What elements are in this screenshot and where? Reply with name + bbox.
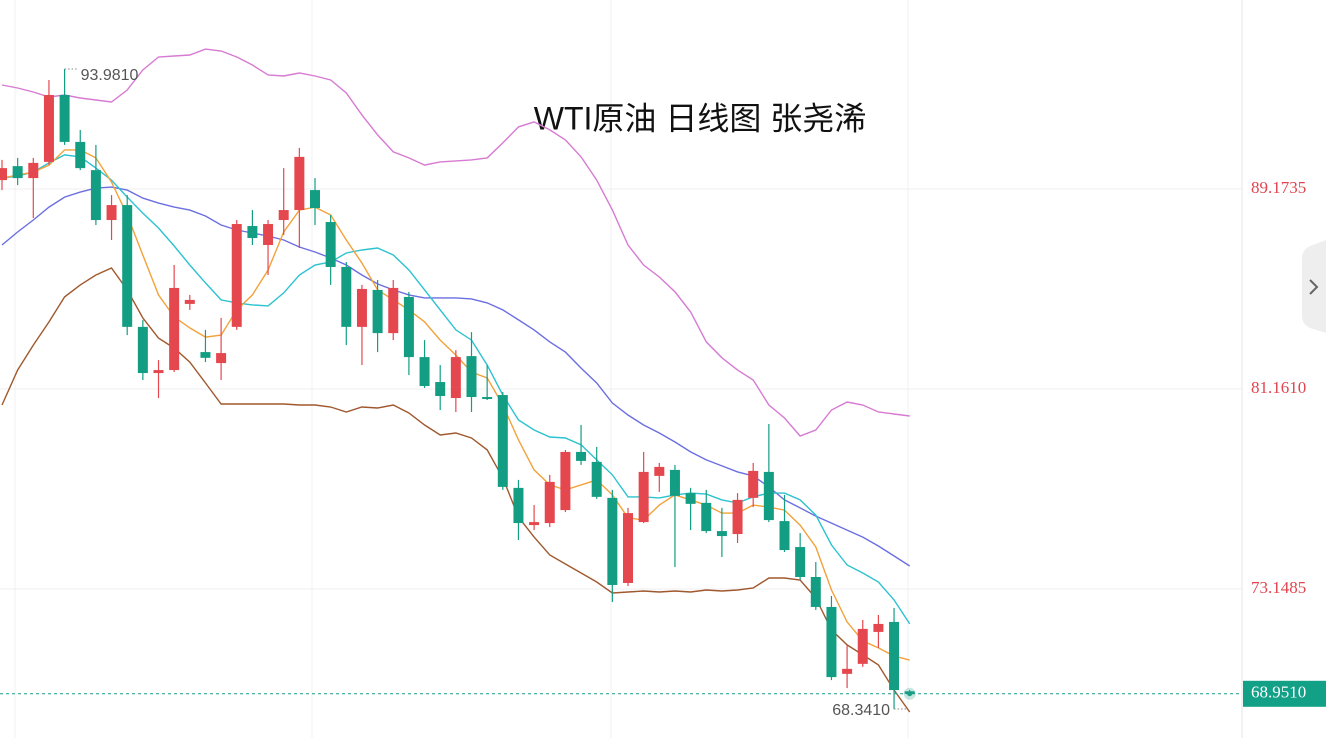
candle-body (310, 190, 320, 209)
candle-body (106, 205, 117, 221)
candle-body (607, 497, 618, 585)
y-tick-label: 73.1485 (1251, 578, 1306, 597)
candle-body (43, 94, 54, 162)
last-price-dot (907, 691, 913, 697)
y-tick-label: 81.1610 (1251, 378, 1306, 397)
candle-body (842, 668, 853, 674)
candle-body (513, 487, 524, 524)
last-price-box (1243, 680, 1326, 707)
candle-body (450, 357, 461, 399)
candle-body (826, 606, 837, 678)
candle-body (873, 623, 884, 632)
candle-body (779, 521, 790, 551)
candle-body (889, 621, 900, 691)
candle-body (857, 628, 868, 664)
candle-body (732, 499, 743, 535)
y-tick-label: 89.1735 (1251, 178, 1306, 197)
candle-body (75, 141, 86, 169)
candle-body (169, 287, 180, 371)
candle-body (388, 287, 399, 334)
candle-body (294, 156, 305, 211)
candle-body (325, 222, 336, 267)
candle-body (278, 210, 289, 221)
candle-body (623, 513, 633, 583)
button-bg[interactable] (1302, 240, 1326, 333)
indicator-line (1, 186, 911, 567)
candle-body (90, 170, 101, 221)
candle-body (466, 356, 477, 398)
candle-body (356, 288, 367, 327)
candle-body (12, 166, 23, 179)
annotation-label: 93.9810 (81, 67, 139, 84)
next-button[interactable] (1302, 240, 1326, 333)
candle-body (231, 224, 242, 327)
chart-title: WTI原油 日线图 张尧浠 (534, 100, 866, 136)
candle-body (482, 397, 493, 400)
candle-body (122, 205, 133, 327)
candle-body (372, 289, 383, 334)
candle-body (591, 461, 602, 497)
candle-body (497, 395, 508, 487)
last-price-label: 68.9510 (1251, 683, 1306, 702)
indicator-line (1, 154, 911, 625)
candle-body (701, 502, 712, 532)
candle-body (576, 451, 587, 461)
indicator-line (1, 267, 911, 713)
candle-body (247, 226, 258, 239)
candle-body (685, 493, 696, 504)
candle-body (216, 353, 227, 364)
candle-body (716, 531, 727, 537)
candle-body (200, 352, 211, 358)
candle-body (654, 466, 665, 476)
candle-body (638, 471, 649, 523)
candle-body (419, 357, 430, 387)
candle-body (28, 162, 39, 179)
candle-body (153, 370, 164, 374)
candle-body (560, 451, 571, 511)
candle-body (0, 168, 7, 181)
candle-body (763, 471, 774, 521)
v-grid (14, 0, 909, 738)
candle-body (341, 266, 352, 327)
candle-body (184, 299, 195, 304)
indicator-line (1, 48, 910, 437)
candle-body (529, 522, 540, 526)
candle-body (544, 481, 555, 524)
candle-body (748, 470, 759, 498)
candle-body (669, 469, 680, 496)
candle-body (435, 382, 446, 397)
candle-body (403, 296, 414, 358)
chevron-icon[interactable] (1309, 279, 1319, 295)
candle-body (59, 94, 70, 142)
candle-body (810, 576, 821, 607)
candle-body (795, 547, 806, 577)
candle-body (263, 224, 274, 246)
candle-body (137, 326, 148, 374)
annotation-label: 68.3410 (832, 702, 890, 719)
